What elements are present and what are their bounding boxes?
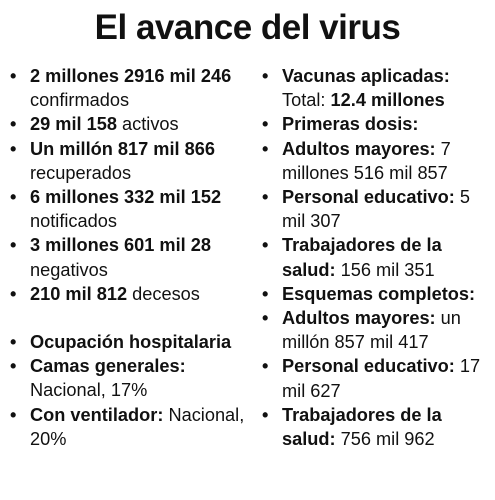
section-heading: Primeras dosis:	[282, 114, 419, 135]
stat-value: Nacional, 20%	[30, 404, 245, 449]
hospital-occupancy-heading: • Ocupación hospitalaria	[8, 330, 252, 354]
stat-label-bold: Camas generales:	[30, 356, 186, 377]
bullet-icon: •	[10, 114, 17, 135]
complete-educators: • Personal educativo: 17 mil 627	[260, 354, 492, 402]
bullet-icon: •	[262, 356, 269, 377]
section-gap	[8, 306, 252, 330]
stat-value: 210 mil 812	[30, 283, 128, 304]
bullet-icon: •	[10, 187, 17, 208]
complete-schemes-heading: • Esquemas completos:	[260, 282, 492, 306]
stat-value: 756 mil 962	[335, 429, 435, 450]
first-doses-heading: • Primeras dosis:	[260, 112, 492, 136]
stat-label: Total:	[282, 90, 331, 111]
vaccines-applied: • Vacunas aplicadas: Total: 12.4 millone…	[260, 64, 492, 112]
stat-label: recuperados	[30, 162, 132, 183]
stat-value: 2 millones 2916 mil 246	[30, 66, 232, 86]
first-doses-educators: • Personal educativo: 5 mil 307	[260, 185, 492, 233]
bullet-icon: •	[10, 356, 17, 377]
stat-label: negativos	[30, 259, 108, 280]
right-column: • Vacunas aplicadas: Total: 12.4 millone…	[260, 64, 492, 451]
general-beds: • Camas generales: Nacional, 17%	[8, 354, 252, 402]
section-heading: Ocupación hospitalaria	[30, 332, 232, 353]
bullet-icon: •	[10, 283, 17, 304]
bullet-icon: •	[262, 308, 269, 329]
stat-value: 3 millones 601 mil 28	[30, 235, 211, 256]
section-heading: Esquemas completos:	[282, 283, 476, 304]
first-doses-elderly: • Adultos mayores: 7 millones 516 mil 85…	[260, 137, 492, 185]
stat-label-bold: Trabajadores de la salud:	[282, 235, 442, 280]
stat-label-bold: Vacunas aplicadas:	[282, 66, 450, 86]
stat-value: 156 mil 351	[335, 259, 435, 280]
stat-value: 29 mil 158	[30, 114, 117, 135]
ventilator-beds: • Con ventilador: Nacional, 20%	[8, 403, 252, 451]
stat-label: confirmados	[30, 90, 130, 111]
bullet-icon: •	[262, 114, 269, 135]
stat-value: Un millón 817 mil 866	[30, 138, 215, 159]
stat-label: notificados	[30, 211, 117, 232]
bullet-icon: •	[10, 66, 17, 86]
stat-value: 6 millones 332 mil 152	[30, 187, 222, 208]
bullet-icon: •	[10, 235, 17, 256]
stat-label: decesos	[127, 283, 200, 304]
bullet-icon: •	[262, 66, 269, 86]
stat-deaths: • 210 mil 812 decesos	[8, 282, 252, 306]
complete-elderly: • Adultos mayores: un millón 857 mil 417	[260, 306, 492, 354]
stat-recovered: • Un millón 817 mil 866 recuperados	[8, 137, 252, 185]
page-title: El avance del virus	[94, 8, 401, 47]
stat-confirmed: • 2 millones 2916 mil 246 confirmados	[8, 64, 252, 112]
bullet-icon: •	[10, 138, 17, 159]
bullet-icon: •	[262, 404, 269, 425]
stat-label-bold: Trabajadores de la salud:	[282, 404, 442, 450]
stat-label-bold: Con ventilador:	[30, 404, 164, 425]
stat-value: un millón 857 mil 417	[282, 308, 461, 353]
stat-label-bold: Adultos mayores:	[282, 308, 436, 329]
stat-label-bold: Personal educativo:	[282, 187, 455, 208]
stat-label-bold: Adultos mayores:	[282, 138, 436, 159]
stat-active: • 29 mil 158 activos	[8, 112, 252, 136]
complete-health-workers: • Trabajadores de la salud: 756 mil 962	[260, 403, 492, 451]
bullet-icon: •	[262, 138, 269, 159]
stat-value: 5 mil 307	[282, 187, 471, 232]
bullet-icon: •	[10, 332, 17, 353]
stat-notified: • 6 millones 332 mil 152 notificados	[8, 185, 252, 233]
stat-value: 17 mil 627	[282, 356, 481, 401]
stat-value: Nacional, 17%	[30, 380, 148, 401]
first-doses-health-workers: • Trabajadores de la salud: 156 mil 351	[260, 233, 492, 281]
bullet-icon: •	[262, 187, 269, 208]
stat-negative: • 3 millones 601 mil 28 negativos	[8, 233, 252, 281]
bullet-icon: •	[262, 283, 269, 304]
stat-label: activos	[116, 114, 179, 135]
stat-value: 7 millones 516 mil 857	[282, 138, 451, 183]
stat-label-bold: Personal educativo:	[282, 356, 455, 377]
bullet-icon: •	[10, 404, 17, 425]
left-column: • 2 millones 2916 mil 246 confirmados • …	[8, 64, 252, 451]
stat-value: 12.4 millones	[330, 90, 445, 111]
bullet-icon: •	[262, 235, 269, 256]
